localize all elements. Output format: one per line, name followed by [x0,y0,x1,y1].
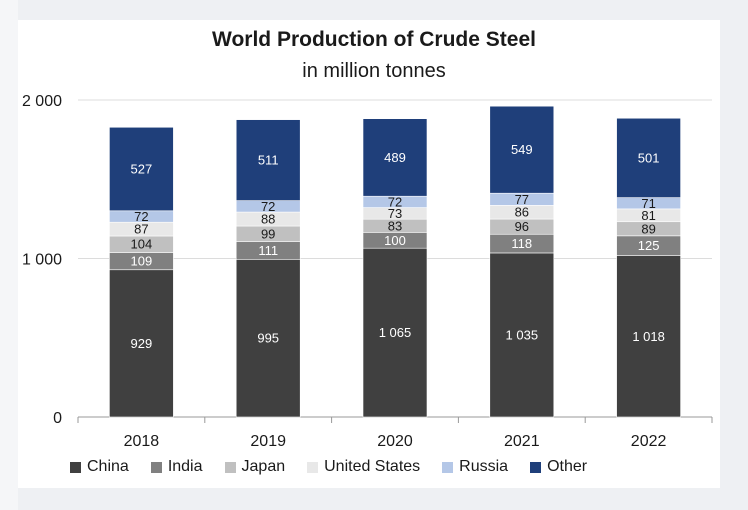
data-label: 99 [261,226,275,241]
bar-segment-other [109,126,174,212]
bar-segment-other [489,105,555,194]
legend-swatch [150,461,162,473]
data-label: 72 [134,209,148,224]
legend-swatch [530,461,542,473]
x-tick-label: 2020 [377,433,413,450]
bar-segment-other [362,118,428,197]
data-label: 1 065 [379,325,412,340]
chart-subtitle: in million tonnes [302,60,446,82]
data-label: 96 [515,219,529,234]
data-label: 1 018 [632,329,665,344]
legend-item: United States [307,458,420,476]
legend-swatch [224,461,236,473]
data-label: 72 [261,199,275,214]
legend-label: China [87,458,129,475]
legend-label: Russia [459,458,509,475]
data-label: 89 [641,221,655,236]
chart-title: World Production of Crude Steel [212,28,536,51]
legend-item: China [70,458,129,476]
data-label: 72 [388,194,402,209]
data-label: 527 [131,162,153,177]
bar-segment-other [616,117,681,198]
legend-label: India [167,458,203,475]
data-label: 109 [131,254,153,269]
page-margin [0,0,18,510]
legend-label: Japan [241,458,286,475]
legend-swatch [307,461,319,473]
data-label: 118 [511,236,532,251]
legend-item: Other [530,458,587,476]
legend-swatch [442,461,454,473]
data-label: 995 [257,331,279,346]
data-label: 73 [388,206,402,221]
y-tick-label: 1 000 [22,252,62,269]
y-tick-label: 2 000 [22,93,62,110]
data-label: 71 [641,196,655,211]
data-label: 1 035 [506,327,539,342]
bar-segment-china [489,252,555,418]
y-tick-label: 0 [53,410,62,427]
bar-segment-china [616,255,681,418]
data-label: 125 [638,238,660,253]
data-label: 77 [515,192,529,207]
legend-swatch [70,461,81,473]
legend-label: United States [324,458,421,475]
bar-segment-china [235,258,301,418]
data-label: 104 [131,237,153,252]
legend-item: Japan [224,458,286,476]
legend-label: Other [547,458,588,475]
data-label: 111 [258,243,278,258]
data-label: 81 [641,208,655,223]
bar-segment-other [235,119,301,201]
x-tick-label: 2022 [631,433,667,450]
data-label: 83 [388,218,402,233]
data-label: 929 [131,336,153,351]
data-label: 489 [384,150,406,165]
data-label: 549 [511,142,533,157]
x-tick-label: 2018 [124,433,160,450]
legend-item: Russia [442,458,508,476]
chart-legend: China India Japan United States Russia Other [70,458,710,476]
data-label: 87 [134,222,148,237]
bar-segment-china [109,269,174,418]
x-tick-label: 2019 [250,433,286,450]
data-label: 501 [638,150,660,165]
x-tick-label: 2021 [504,433,540,450]
data-label: 86 [515,205,529,220]
legend-item: India [150,458,203,476]
data-label: 100 [384,233,406,248]
data-label: 511 [258,153,279,168]
data-label: 88 [261,212,275,227]
bar-segment-china [362,247,428,418]
